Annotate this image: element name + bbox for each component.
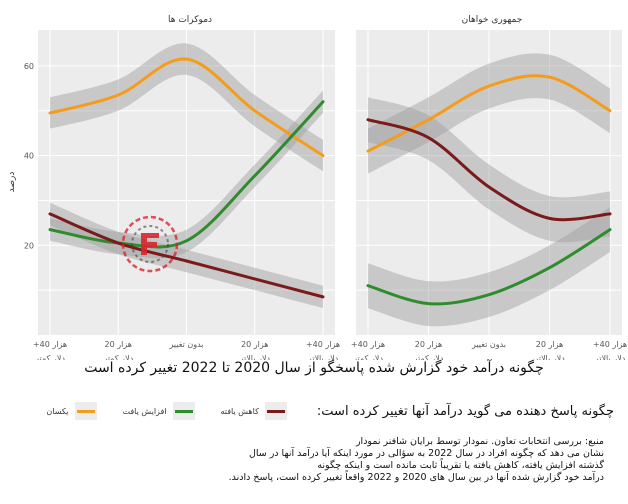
legend-label-same: یکسان xyxy=(46,406,69,416)
line-same-1 xyxy=(48,57,325,158)
x-tick-label-0-1-2: دلار کمتر xyxy=(352,354,383,360)
x-tick-label-3-1-2: دلار بالاتر xyxy=(533,354,565,360)
x-tick-label-0-1-1: دلار کمتر xyxy=(34,354,65,360)
x-tick-label-2-0-2: بدون تغییر xyxy=(471,340,506,349)
x-tick-label-4-0-2: +40 هزار xyxy=(593,340,627,349)
source-line-1: منبع: بررسی انتخابات تعاون. نمودار توسط … xyxy=(355,436,604,447)
legend-swatch-decreased xyxy=(264,402,287,420)
x-tick-label-4-1-2: دلار بالاتر xyxy=(594,354,626,360)
x-tick-label-0-0-2: +40 هزار xyxy=(351,340,385,349)
x-tick-label-0-0-1: +40 هزار xyxy=(33,340,67,349)
line-increased-1 xyxy=(48,100,325,249)
line-increased-2 xyxy=(366,228,612,306)
chart: درصد 20 40 60 دموکرات ها +40 هزار دلار کمتر 20 … xyxy=(7,15,627,360)
legend-item-decreased: کاهش یافته xyxy=(221,402,287,420)
x-tick-label-3-0-2: 20 هزار xyxy=(536,340,563,349)
legend-label-decreased: کاهش یافته xyxy=(220,406,259,416)
band-decreased-2 xyxy=(368,97,610,243)
band-increased-1 xyxy=(50,90,323,259)
chart-title: چگونه درآمد خود گزارش شده پاسخگو از سال … xyxy=(84,360,544,376)
facet-label-1: دموکرات ها xyxy=(168,15,212,25)
line-decreased-2 xyxy=(366,118,612,222)
x-tick-label-1-0-1: 20 هزار xyxy=(105,340,132,349)
x-tick-label-2-0-1: بدون تغییر xyxy=(168,340,203,349)
y-tick-label-40: 40 xyxy=(24,152,34,161)
line-same-2 xyxy=(366,74,612,153)
legend-title: چگونه پاسخ دهنده می گوید درآمد آنها تغیی… xyxy=(316,403,614,419)
legend-item-same: یکسان xyxy=(46,402,97,420)
legend-swatch-same xyxy=(74,402,97,420)
x-tick-label-1-1-1: دلار کمتر xyxy=(102,354,133,360)
facet-label-2: جمهوری خواهان xyxy=(462,15,523,25)
x-tick-label-3-0-1: 20 هزار xyxy=(241,340,268,349)
x-tick-label-4-1-1: دلار بالاتر xyxy=(307,354,339,360)
band-decreased-1 xyxy=(50,202,323,309)
source-line-2: نشان می دهد که چگونه افراد در سال 2022 ب… xyxy=(248,448,604,459)
source-line-3: گذشته افزایش یافته، کاهش یافته یا تقریبا… xyxy=(317,460,604,471)
x-tick-label-1-1-2: دلار کمتر xyxy=(413,354,444,360)
x-tick-label-3-1-1: دلار بالاتر xyxy=(239,354,271,360)
band-same-2 xyxy=(368,53,610,174)
y-axis-label: درصد xyxy=(7,172,17,193)
band-increased-2 xyxy=(368,207,610,327)
x-tick-label-4-0-1: +40 هزار xyxy=(306,340,340,349)
y-tick-label-60: 60 xyxy=(24,62,34,71)
line-decreased-1 xyxy=(48,212,325,299)
source-note: منبع: بررسی انتخابات تعاون. نمودار توسط … xyxy=(14,436,604,484)
legend: چگونه پاسخ دهنده می گوید درآمد آنها تغیی… xyxy=(0,402,628,420)
x-tick-label-1-0-2: 20 هزار xyxy=(415,340,442,349)
legend-item-increased: افزایش یافت xyxy=(123,402,195,420)
source-line-4: درآمد خود گزارش شده آنها در بین سال های … xyxy=(228,472,604,483)
band-same-1 xyxy=(50,43,323,172)
y-tick-label-20: 20 xyxy=(24,241,34,250)
watermark-logo xyxy=(121,215,179,273)
legend-swatch-increased xyxy=(172,402,195,420)
legend-label-increased: افزایش یافت xyxy=(122,406,167,416)
